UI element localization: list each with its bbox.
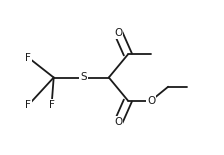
Text: O: O — [114, 28, 123, 38]
Text: F: F — [49, 100, 54, 110]
Text: S: S — [80, 73, 87, 82]
Text: F: F — [25, 100, 31, 110]
Text: O: O — [114, 117, 123, 127]
Text: O: O — [147, 95, 155, 106]
Text: F: F — [25, 53, 31, 62]
